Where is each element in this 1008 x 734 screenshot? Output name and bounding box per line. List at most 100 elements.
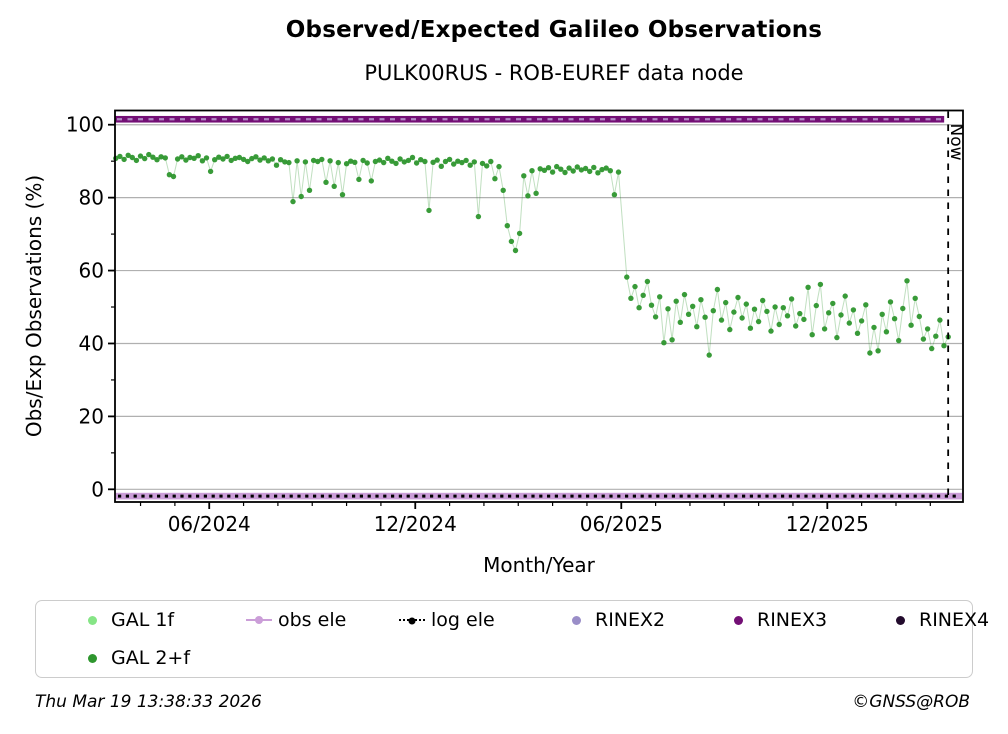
gal2f-point bbox=[731, 309, 737, 315]
gal2f-point bbox=[883, 329, 890, 335]
gal2f-point bbox=[681, 291, 688, 298]
gal2f-point bbox=[566, 165, 572, 171]
dot-icon bbox=[87, 615, 97, 625]
gal2f-point bbox=[690, 303, 696, 309]
gal2f-point bbox=[166, 172, 173, 178]
now-label: Now bbox=[946, 123, 966, 161]
x-tick-label: 06/2025 bbox=[580, 512, 663, 536]
gal2f-point bbox=[249, 155, 255, 162]
legend-item-rinex3: RINEX3 bbox=[725, 607, 827, 633]
gal2f-point bbox=[310, 157, 317, 164]
y-tick-label-20: 20 bbox=[79, 404, 104, 428]
plot-area: 0 20 40 60 80 100 06/2024 12/2024 06/2025 12/2025 bbox=[66, 109, 964, 536]
gal2f-point bbox=[207, 168, 214, 175]
gal2f-point bbox=[125, 152, 131, 158]
gal2f-point bbox=[393, 160, 399, 167]
gal2f-point bbox=[232, 155, 238, 161]
gal2f-point bbox=[727, 326, 733, 333]
gal2f-point bbox=[887, 299, 894, 305]
gal-1f-marker-icon bbox=[79, 615, 105, 625]
gal2f-point bbox=[150, 154, 156, 160]
gal2f-point bbox=[574, 164, 580, 170]
gal2f-point bbox=[673, 298, 679, 304]
gal2f-point bbox=[698, 297, 704, 303]
gal2f-point bbox=[554, 163, 560, 170]
gal2f-point bbox=[710, 308, 716, 314]
gal2f-point bbox=[875, 348, 881, 354]
gal2f-point bbox=[129, 154, 135, 161]
gal2f-point bbox=[302, 159, 309, 165]
gal2f-point bbox=[760, 297, 766, 304]
gal2f-point bbox=[475, 213, 482, 220]
gal2f-point bbox=[747, 325, 754, 331]
gal2f-point bbox=[352, 159, 358, 165]
dotted-line-icon bbox=[399, 617, 425, 625]
gal2f-point bbox=[805, 284, 811, 290]
gal2f-point bbox=[525, 193, 531, 199]
gal2f-point bbox=[294, 158, 300, 164]
gal2f-point bbox=[570, 168, 576, 174]
gal2f-point bbox=[933, 333, 939, 339]
gal2f-point bbox=[665, 306, 671, 312]
gal2f-point bbox=[368, 178, 374, 184]
x-axis-ticks: 06/2024 12/2024 06/2025 12/2025 bbox=[139, 502, 931, 536]
gal2f-point bbox=[916, 313, 922, 320]
gal2f-point bbox=[339, 192, 346, 198]
gal2f-point bbox=[298, 193, 304, 200]
gal2f-point bbox=[397, 156, 403, 162]
gal2f-point bbox=[203, 155, 210, 161]
gal2f-point bbox=[764, 308, 770, 315]
gal2f-point bbox=[306, 187, 313, 193]
dot-icon bbox=[571, 615, 581, 625]
gal2f-point bbox=[216, 154, 222, 160]
legend-item-rinex4: RINEX4 bbox=[887, 607, 989, 633]
gal2f-point bbox=[446, 156, 453, 163]
gal2f-point bbox=[455, 158, 461, 164]
y-tick-label-60: 60 bbox=[79, 259, 104, 283]
gal2f-point bbox=[516, 230, 523, 237]
gal2f-point bbox=[920, 336, 927, 342]
gal2f-point bbox=[706, 352, 712, 358]
gal2f-point bbox=[142, 155, 148, 162]
gal2f-point bbox=[174, 156, 181, 162]
gal2f-point bbox=[784, 313, 791, 319]
gal2f-point bbox=[640, 292, 646, 298]
dot-icon bbox=[255, 616, 263, 624]
legend-item-obs-ele: obs ele bbox=[246, 607, 346, 633]
gal2f-point bbox=[772, 304, 778, 310]
gal2f-point bbox=[904, 278, 910, 284]
gal2f-point bbox=[632, 283, 638, 290]
gal-2-f-marker-icon bbox=[79, 653, 105, 663]
x-tick-label: 12/2024 bbox=[374, 512, 457, 536]
gal2f-point bbox=[323, 179, 329, 185]
gal2f-point bbox=[541, 167, 548, 173]
axes-frame bbox=[114, 109, 964, 503]
gal2f-point bbox=[273, 162, 280, 168]
gal2f-point bbox=[467, 162, 473, 168]
gal2f-point bbox=[755, 318, 762, 325]
gal2f-point bbox=[137, 153, 144, 159]
y-tick-label-0: 0 bbox=[91, 477, 104, 501]
gal2f-point bbox=[220, 156, 226, 162]
gal2f-point bbox=[768, 328, 774, 334]
gal2f-point bbox=[830, 300, 836, 307]
y-tick-label-100: 100 bbox=[66, 113, 104, 137]
gal2f-point bbox=[780, 305, 786, 311]
gal2f-point bbox=[743, 301, 749, 307]
gal2f-point bbox=[199, 158, 206, 164]
gal2f-point bbox=[891, 316, 898, 322]
y-axis-ticks: 0 20 40 60 80 100 bbox=[66, 113, 115, 501]
gal2f-point bbox=[162, 155, 168, 161]
rinex3-marker-icon bbox=[725, 615, 751, 625]
gal2f-point bbox=[685, 311, 692, 317]
x-axis-label: Month/Year bbox=[483, 553, 595, 577]
gal2f-point bbox=[430, 159, 436, 165]
legend-item-rinex2: RINEX2 bbox=[563, 607, 665, 633]
gal2f-point bbox=[315, 158, 321, 165]
gal2f-point bbox=[253, 154, 259, 160]
gal2f-point bbox=[826, 310, 832, 316]
gal2f-point bbox=[228, 157, 234, 164]
gal2f-point bbox=[459, 159, 465, 166]
gal2f-point bbox=[941, 343, 947, 349]
dot-icon bbox=[87, 653, 97, 663]
